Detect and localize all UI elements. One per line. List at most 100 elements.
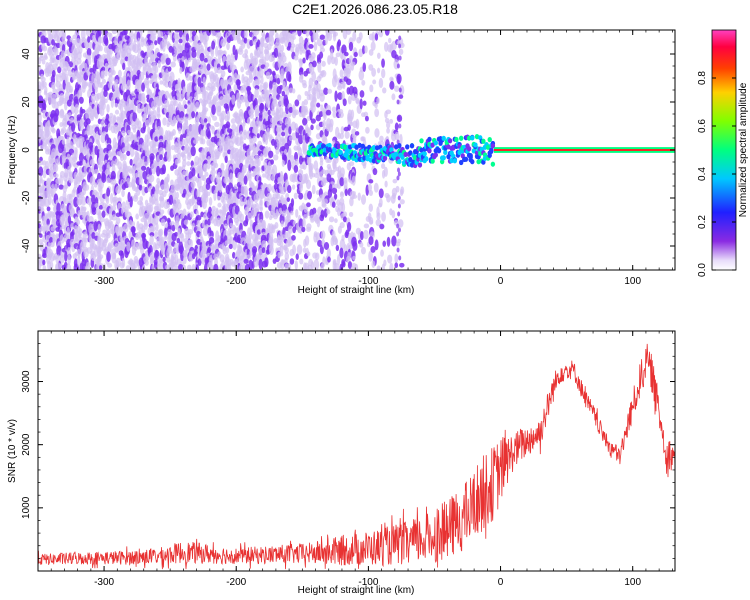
spectral-speckle	[106, 177, 111, 184]
spectral-speckle	[117, 69, 122, 78]
spectral-speckle	[249, 65, 255, 74]
spectral-speckle	[51, 39, 55, 46]
spectral-speckle	[201, 138, 206, 145]
spectral-speckle	[191, 167, 196, 177]
spectral-speckle	[298, 218, 304, 229]
spectral-speckle	[397, 171, 401, 177]
spectral-speckle	[138, 175, 143, 187]
spectral-speckle	[287, 262, 292, 270]
spectral-speckle	[227, 263, 232, 270]
spectral-speckle	[149, 257, 154, 266]
spectral-speckle	[286, 185, 292, 194]
spectral-speckle	[301, 226, 306, 233]
echo-blob	[470, 159, 475, 165]
echo-blob	[458, 159, 464, 166]
spectral-speckle	[362, 100, 367, 106]
spectral-speckle	[226, 42, 230, 51]
spectral-speckle	[383, 166, 388, 178]
spectral-speckle	[59, 254, 65, 264]
spectral-speckle	[298, 155, 303, 165]
spectral-speckle	[317, 61, 322, 73]
spectral-speckle	[371, 31, 376, 43]
spectral-speckle	[258, 258, 263, 270]
spectral-speckle	[368, 236, 374, 246]
spectral-speckle	[243, 220, 249, 227]
spectral-speckle	[219, 144, 224, 154]
spectral-speckle	[191, 111, 196, 119]
spectral-speckle	[397, 203, 401, 209]
spectral-speckle	[223, 176, 229, 184]
spectral-speckle	[114, 102, 119, 108]
spectral-speckle	[191, 263, 196, 270]
spectral-speckle	[232, 34, 238, 41]
spectral-speckle	[187, 264, 192, 270]
spectral-speckle	[87, 125, 94, 136]
spectral-speckle	[310, 124, 314, 131]
spectral-speckle	[67, 253, 71, 266]
spectral-speckle	[375, 219, 382, 227]
spectral-speckle	[170, 61, 176, 68]
spectral-speckle	[87, 56, 92, 66]
spectral-speckle	[241, 73, 245, 84]
spectral-speckle	[85, 30, 91, 37]
spectral-speckle	[108, 32, 113, 42]
spectral-speckle	[372, 168, 378, 176]
x-tick-label: -100	[358, 577, 378, 588]
spectral-speckle	[253, 126, 259, 135]
echo-blob	[417, 162, 423, 168]
spectral-speckle	[295, 253, 299, 261]
spectral-speckle	[332, 111, 337, 118]
echo-blob	[422, 151, 427, 157]
spectral-speckle	[283, 149, 288, 155]
spectral-speckle	[123, 30, 128, 36]
spectral-speckle	[239, 177, 245, 186]
spectral-speckle	[91, 232, 96, 239]
spectral-speckle	[203, 117, 208, 124]
spectral-speckle	[243, 175, 248, 185]
spectral-speckle	[306, 251, 311, 257]
spectral-speckle	[281, 131, 286, 137]
spectral-speckle	[398, 55, 402, 61]
spectral-speckle	[396, 247, 400, 253]
spectral-speckle	[121, 257, 126, 269]
spectral-speckle	[213, 162, 219, 169]
spectral-speckle	[387, 254, 393, 264]
spectral-speckle	[281, 90, 286, 97]
spectral-speckle	[185, 33, 190, 42]
spectral-speckle	[181, 154, 187, 161]
x-tick-label: -300	[94, 276, 114, 287]
spectral-speckle	[319, 92, 325, 103]
spectral-speckle	[173, 100, 178, 107]
spectral-speckle	[165, 73, 170, 84]
echo-blob	[489, 148, 494, 154]
spectral-speckle	[309, 109, 313, 121]
spectral-speckle	[221, 210, 227, 218]
spectral-speckle	[363, 223, 370, 229]
spectral-speckle	[258, 43, 264, 55]
spectral-speckle	[210, 48, 215, 58]
spectral-speckle	[364, 115, 369, 122]
spectral-speckle	[363, 229, 369, 240]
spectral-speckle	[274, 74, 280, 79]
spectral-speckle	[383, 41, 389, 52]
spectral-speckle	[63, 184, 69, 190]
colorbar-tick-label: 0.0	[697, 263, 708, 277]
spectral-speckle	[79, 120, 85, 132]
spectral-speckle	[307, 190, 312, 200]
y-tick-label: 3000	[21, 370, 32, 393]
spectral-speckle	[323, 87, 329, 96]
spectral-speckle	[359, 90, 365, 98]
spectral-speckle	[84, 184, 90, 191]
spectral-speckle	[391, 210, 396, 219]
spectral-speckle	[302, 117, 308, 126]
spectral-speckle	[345, 78, 352, 86]
echo-blob	[452, 158, 458, 164]
spectral-speckle	[204, 171, 209, 177]
spectral-speckle	[371, 67, 377, 77]
spectral-speckle	[327, 88, 333, 94]
spectral-speckle	[293, 164, 299, 173]
spectral-speckle	[347, 115, 354, 122]
spectral-speckle	[38, 166, 44, 177]
spectral-speckle	[263, 81, 269, 90]
spectral-speckle	[291, 235, 296, 241]
